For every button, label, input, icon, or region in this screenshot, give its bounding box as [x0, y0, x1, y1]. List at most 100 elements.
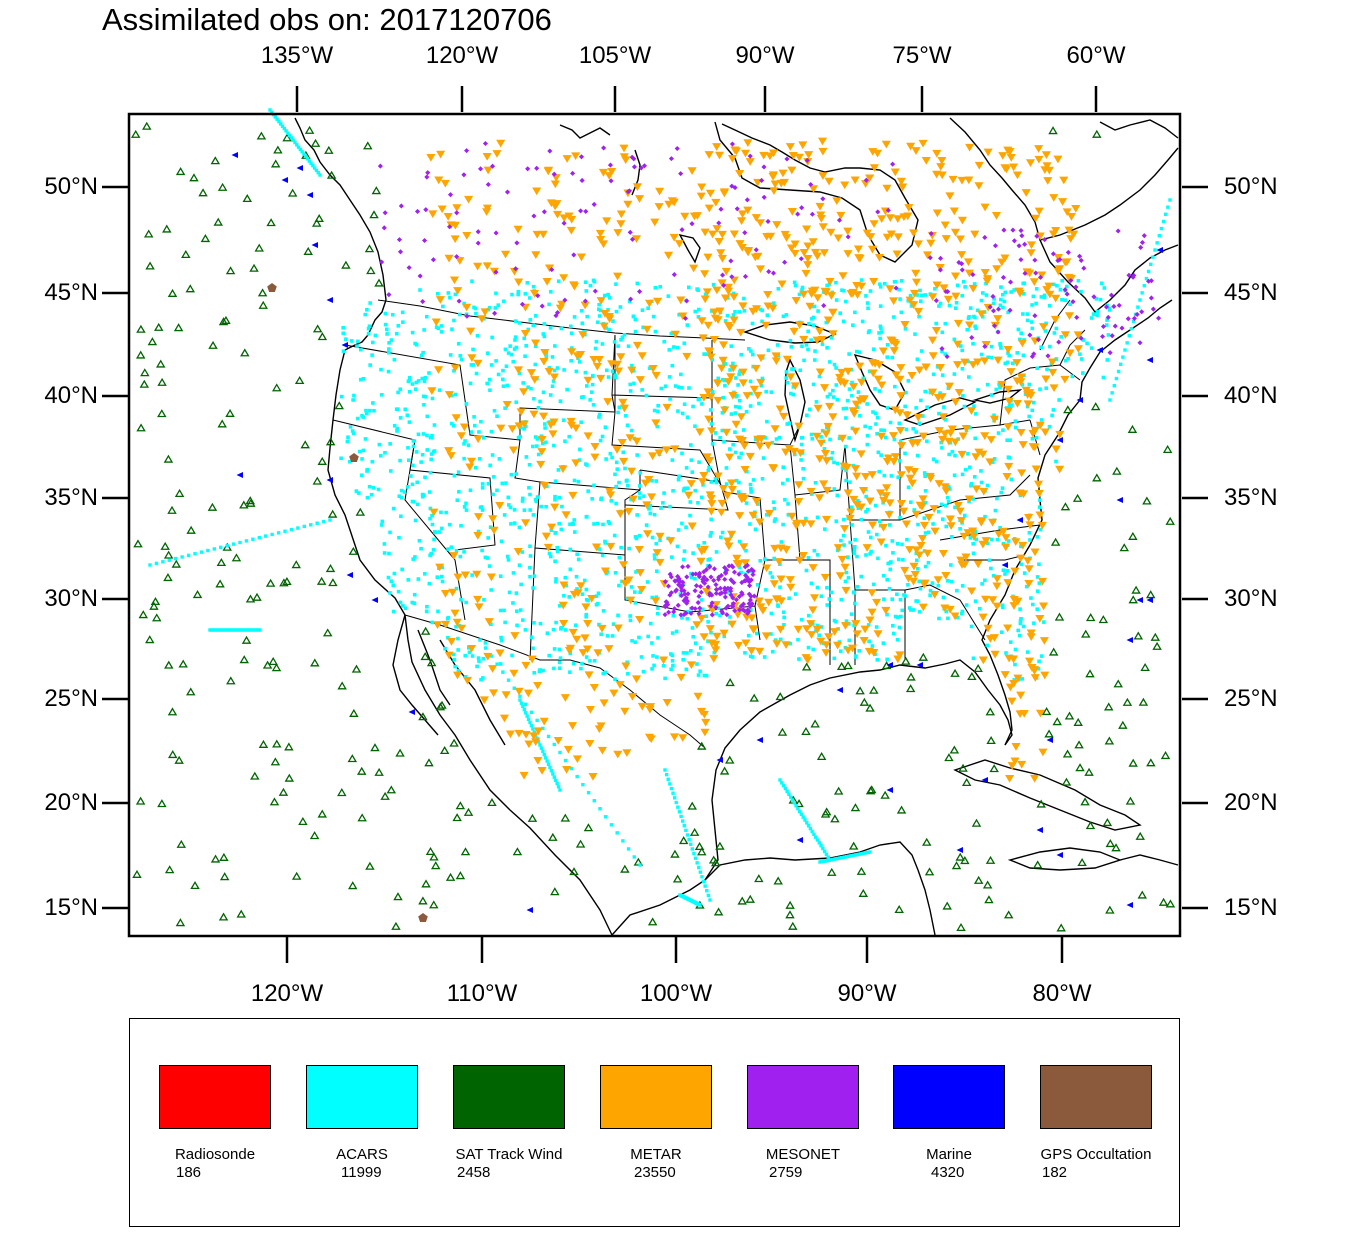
acars-marker	[1070, 374, 1075, 379]
acars-marker	[462, 505, 467, 509]
legend-count: 182	[1042, 1164, 1068, 1181]
acars-marker	[1035, 607, 1040, 611]
acars-marker	[505, 383, 510, 388]
sat-wind-marker	[951, 861, 962, 870]
acars-marker	[210, 628, 214, 632]
observation-map[interactable]	[0, 0, 1350, 1010]
sat-wind-marker	[548, 832, 558, 841]
metar-marker	[892, 250, 902, 259]
metar-marker	[1024, 657, 1035, 666]
acars-marker	[658, 284, 662, 289]
acars-marker	[416, 432, 421, 437]
acars-marker	[966, 359, 970, 364]
mesonet-marker	[638, 165, 644, 171]
acars-marker	[605, 634, 610, 638]
mesonet-marker	[541, 209, 547, 215]
acars-marker	[626, 483, 630, 488]
acars-marker	[1095, 313, 1099, 318]
acars-marker	[1136, 305, 1140, 309]
acars-marker	[721, 378, 725, 382]
acars-marker	[174, 556, 178, 561]
metar-marker	[998, 527, 1008, 536]
acars-marker	[809, 581, 814, 586]
metar-marker	[877, 215, 887, 223]
acars-marker	[471, 363, 476, 367]
metar-marker	[514, 422, 524, 431]
mesonet-marker	[696, 593, 702, 599]
acars-marker	[962, 404, 967, 409]
metar-marker	[617, 438, 627, 447]
acars-marker	[889, 560, 893, 564]
sat-wind-marker	[130, 129, 141, 138]
acars-marker	[698, 669, 702, 674]
metar-marker	[533, 757, 543, 765]
metar-marker	[436, 150, 446, 159]
mesonet-marker	[539, 303, 545, 309]
acars-marker	[806, 824, 811, 828]
marine-marker	[1046, 737, 1053, 743]
acars-marker	[394, 331, 399, 336]
metar-marker	[911, 278, 922, 287]
metar-marker	[775, 625, 785, 634]
metar-marker	[867, 471, 877, 479]
acars-marker	[568, 522, 572, 527]
metar-marker	[542, 277, 552, 286]
acars-marker	[901, 558, 905, 562]
acars-marker	[764, 389, 768, 394]
sat-wind-marker	[971, 818, 982, 827]
acars-marker	[680, 451, 684, 456]
marine-marker	[716, 757, 723, 763]
sat-wind-marker	[132, 869, 142, 878]
acars-marker	[783, 786, 788, 791]
acars-marker	[382, 542, 387, 546]
sat-wind-marker	[697, 847, 707, 856]
metar-marker	[756, 378, 766, 387]
acars-marker	[909, 304, 914, 308]
metar-marker	[539, 717, 549, 726]
mesonet-marker	[531, 213, 537, 219]
mesonet-marker	[396, 237, 402, 243]
acars-marker	[846, 576, 851, 580]
sat-wind-marker	[163, 573, 173, 582]
metar-marker	[909, 289, 920, 298]
metar-marker	[896, 364, 906, 372]
metar-marker	[695, 428, 705, 437]
acars-marker	[632, 381, 636, 386]
metar-marker	[976, 518, 986, 527]
acars-marker	[806, 329, 810, 334]
metar-marker	[530, 376, 540, 384]
metar-marker	[950, 438, 960, 447]
metar-marker	[1024, 565, 1034, 573]
metar-marker	[907, 372, 917, 380]
acars-marker	[508, 344, 512, 348]
acars-marker	[940, 517, 945, 521]
metar-marker	[717, 499, 727, 508]
mesonet-marker	[398, 203, 404, 209]
acars-marker	[524, 344, 528, 348]
metar-marker	[488, 515, 498, 523]
metar-marker	[1064, 312, 1075, 321]
acars-marker	[832, 460, 836, 465]
metar-marker	[852, 291, 863, 299]
metar-marker	[1013, 597, 1023, 606]
sat-wind-marker	[961, 777, 972, 787]
acars-marker	[837, 436, 842, 441]
acars-marker	[969, 481, 974, 486]
metar-marker	[599, 322, 609, 331]
metar-marker	[768, 464, 779, 473]
metar-marker	[756, 354, 766, 363]
acars-marker	[737, 490, 741, 494]
acars-marker	[629, 497, 633, 502]
acars-marker	[800, 344, 804, 349]
metar-marker	[907, 479, 917, 488]
acars-marker	[628, 382, 633, 387]
acars-marker	[224, 628, 228, 632]
metar-marker	[632, 675, 642, 684]
metar-marker	[587, 594, 597, 603]
acars-marker	[398, 387, 403, 392]
metar-marker	[594, 725, 604, 734]
acars-marker	[652, 553, 657, 557]
metar-marker	[825, 402, 835, 411]
sat-wind-marker	[317, 456, 327, 465]
acars-marker	[373, 333, 378, 338]
